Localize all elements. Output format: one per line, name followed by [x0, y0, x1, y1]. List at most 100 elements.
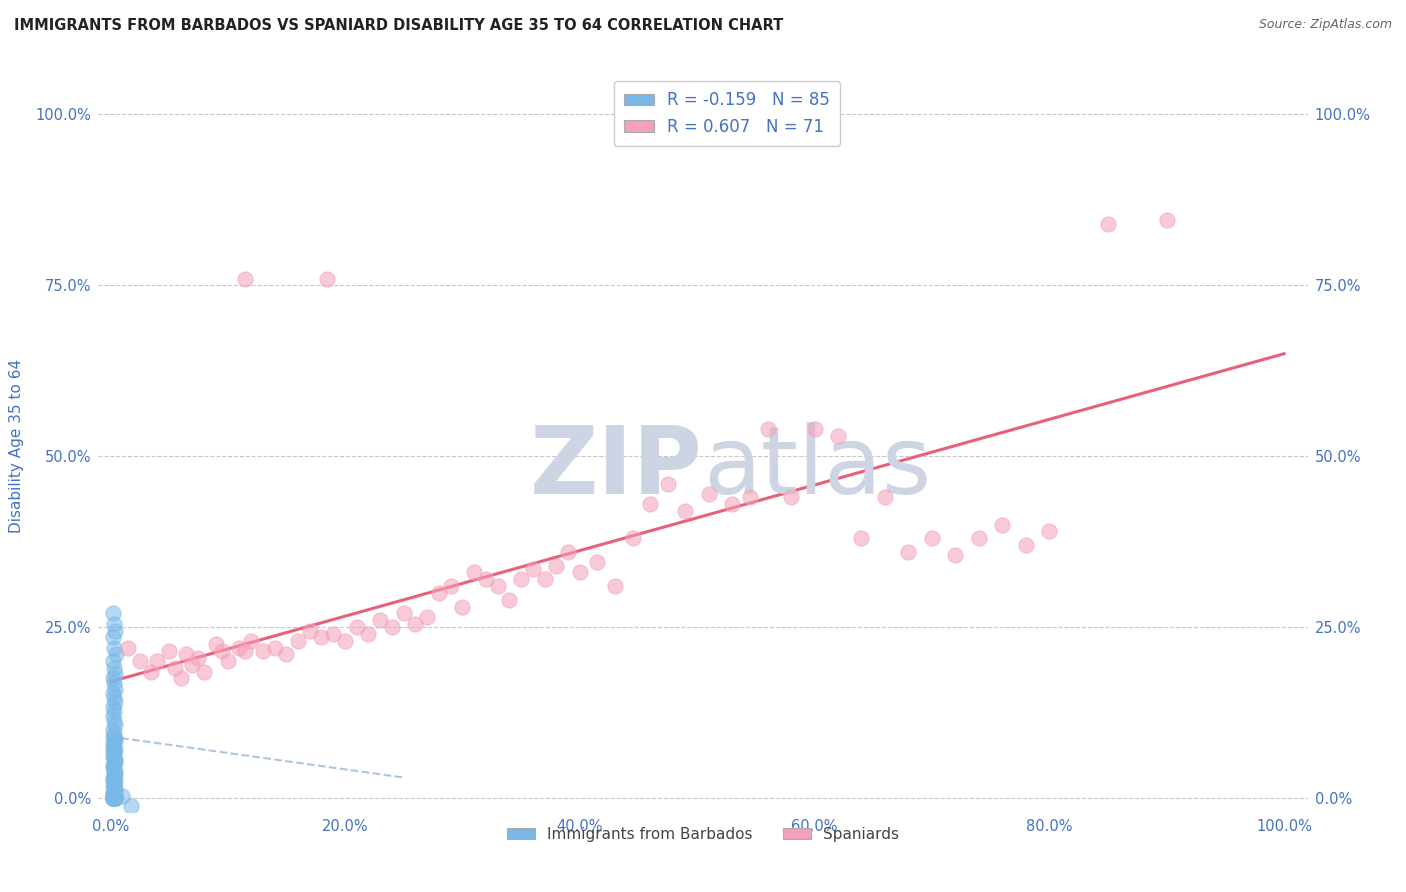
Point	[103, 767, 125, 781]
Text: Source: ZipAtlas.com: Source: ZipAtlas.com	[1258, 18, 1392, 31]
Point	[827, 429, 849, 443]
Point	[333, 633, 356, 648]
Point	[103, 777, 125, 791]
Point	[103, 791, 125, 805]
Point	[101, 780, 124, 794]
Point	[557, 545, 579, 559]
Point	[240, 633, 263, 648]
Y-axis label: Disability Age 35 to 64: Disability Age 35 to 64	[10, 359, 24, 533]
Point	[101, 686, 124, 700]
Point	[404, 616, 426, 631]
Point	[486, 579, 509, 593]
Point	[233, 271, 256, 285]
Point	[357, 627, 380, 641]
Point	[101, 791, 124, 805]
Text: ZIP: ZIP	[530, 422, 703, 514]
Point	[104, 695, 127, 709]
Point	[1015, 538, 1038, 552]
Point	[104, 791, 127, 805]
Point	[103, 791, 125, 805]
Point	[104, 782, 127, 797]
Point	[621, 531, 644, 545]
Point	[103, 690, 125, 705]
Point	[463, 566, 485, 580]
Point	[851, 531, 873, 545]
Point	[103, 791, 125, 805]
Point	[128, 654, 150, 668]
Point	[101, 709, 124, 723]
Point	[991, 517, 1014, 532]
Point	[522, 562, 544, 576]
Point	[1038, 524, 1060, 539]
Text: atlas: atlas	[703, 422, 931, 514]
Point	[103, 750, 125, 764]
Point	[101, 791, 124, 805]
Point	[276, 648, 298, 662]
Point	[697, 487, 720, 501]
Point	[103, 764, 125, 778]
Point	[101, 789, 124, 804]
Point	[780, 490, 803, 504]
Point	[311, 631, 333, 645]
Point	[217, 654, 239, 668]
Point	[103, 661, 125, 675]
Point	[101, 723, 124, 737]
Point	[287, 633, 309, 648]
Point	[103, 747, 125, 761]
Point	[533, 572, 555, 586]
Point	[803, 422, 825, 436]
Point	[101, 607, 124, 621]
Point	[104, 791, 127, 805]
Point	[187, 651, 209, 665]
Point	[101, 631, 124, 645]
Point	[176, 648, 198, 662]
Point	[475, 572, 498, 586]
Point	[101, 786, 124, 800]
Point	[451, 599, 474, 614]
Point	[103, 616, 125, 631]
Point	[638, 497, 661, 511]
Point	[104, 666, 127, 681]
Point	[392, 607, 415, 621]
Point	[101, 700, 124, 714]
Point	[897, 545, 920, 559]
Point	[105, 648, 128, 662]
Point	[101, 791, 124, 805]
Point	[101, 791, 124, 805]
Point	[103, 756, 125, 771]
Point	[1097, 217, 1119, 231]
Point	[141, 665, 163, 679]
Point	[101, 736, 124, 750]
Point	[738, 490, 761, 504]
Point	[416, 610, 439, 624]
Point	[103, 736, 125, 750]
Point	[568, 566, 591, 580]
Point	[101, 791, 124, 805]
Point	[163, 661, 186, 675]
Point	[104, 782, 127, 797]
Point	[603, 579, 626, 593]
Point	[104, 790, 127, 805]
Point	[756, 422, 779, 436]
Point	[104, 774, 127, 789]
Point	[316, 271, 339, 285]
Point	[103, 791, 125, 805]
Point	[103, 777, 125, 791]
Point	[346, 620, 368, 634]
Point	[101, 786, 124, 800]
Point	[945, 549, 967, 563]
Point	[101, 771, 124, 785]
Point	[921, 531, 943, 545]
Point	[104, 791, 127, 805]
Point	[101, 772, 124, 787]
Point	[117, 640, 139, 655]
Point	[233, 644, 256, 658]
Point	[104, 791, 127, 805]
Point	[439, 579, 461, 593]
Point	[101, 791, 124, 805]
Point	[101, 759, 124, 773]
Point	[101, 672, 124, 686]
Point	[368, 613, 391, 627]
Point	[103, 640, 125, 655]
Point	[101, 745, 124, 759]
